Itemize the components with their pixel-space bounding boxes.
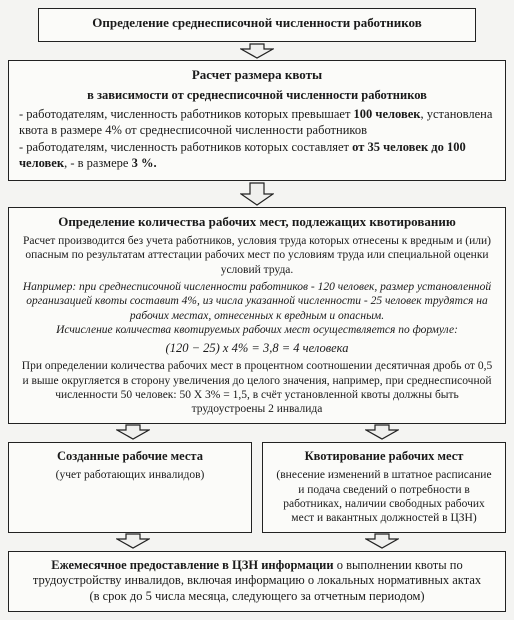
row-step4: Созданные рабочие места (учет работающих… — [8, 442, 506, 533]
box2-bullet2: - работодателям, численность работников … — [19, 140, 495, 171]
box5-bold: Ежемесячное предоставление в ЦЗН информа… — [51, 558, 333, 572]
box2-b2-bold2: 3 %. — [132, 156, 157, 170]
box-step3: Определение количества рабочих мест, под… — [8, 207, 506, 424]
down-arrow-icon — [365, 424, 399, 440]
down-arrow-icon — [240, 43, 274, 59]
box2-bullet1: - работодателям, численность работников … — [19, 107, 495, 138]
box3-formula: (120 − 25) x 4% = 3,8 = 4 человека — [19, 341, 495, 357]
arrow-2-3 — [8, 181, 506, 207]
down-arrow-icon — [116, 533, 150, 549]
box2-b2-mid: , - в размере — [64, 156, 132, 170]
arrow-4-merge — [8, 533, 506, 551]
box4a-title: Созданные рабочие места — [19, 449, 241, 465]
box-step4b: Квотирование рабочих мест (внесение изме… — [262, 442, 506, 533]
box3-example1: Например: при среднесписочной численност… — [19, 280, 495, 323]
box2-b1-bold: 100 человек — [354, 107, 421, 121]
box-step5: Ежемесячное предоставление в ЦЗН информа… — [8, 551, 506, 612]
box2-title: Расчет размера квоты — [19, 67, 495, 83]
box4b-title: Квотирование рабочих мест — [273, 449, 495, 465]
box3-example2: Исчисление количества квотируемых рабочи… — [19, 323, 495, 337]
box3-p1: Расчет производится без учета работников… — [19, 234, 495, 277]
arrow-1-2 — [8, 42, 506, 60]
box2-b1-pre: - работодателям, численность работников … — [19, 107, 354, 121]
box-step1: Определение среднесписочной численности … — [38, 8, 476, 42]
box3-p2: При определении количества рабочих мест … — [19, 359, 495, 417]
flowchart-root: Определение среднесписочной численности … — [8, 8, 506, 612]
box-step4a: Созданные рабочие места (учет работающих… — [8, 442, 252, 533]
box-step2: Расчет размера квоты в зависимости от ср… — [8, 60, 506, 180]
box2-b2-pre: - работодателям, численность работников … — [19, 140, 352, 154]
box4a-paren: (учет работающих инвалидов) — [19, 468, 241, 482]
arrow-3-split — [8, 424, 506, 442]
box1-title: Определение среднесписочной численности … — [49, 15, 465, 31]
box5-paren: (в срок до 5 числа месяца, следующего за… — [19, 589, 495, 605]
box4b-paren: (внесение изменений в штатное расписание… — [273, 468, 495, 526]
down-arrow-icon — [365, 533, 399, 549]
down-arrow-icon — [116, 424, 150, 440]
box2-subtitle: в зависимости от среднесписочной численн… — [19, 88, 495, 104]
down-arrow-icon — [240, 182, 274, 206]
box5-line: Ежемесячное предоставление в ЦЗН информа… — [19, 558, 495, 589]
box3-title: Определение количества рабочих мест, под… — [19, 214, 495, 230]
